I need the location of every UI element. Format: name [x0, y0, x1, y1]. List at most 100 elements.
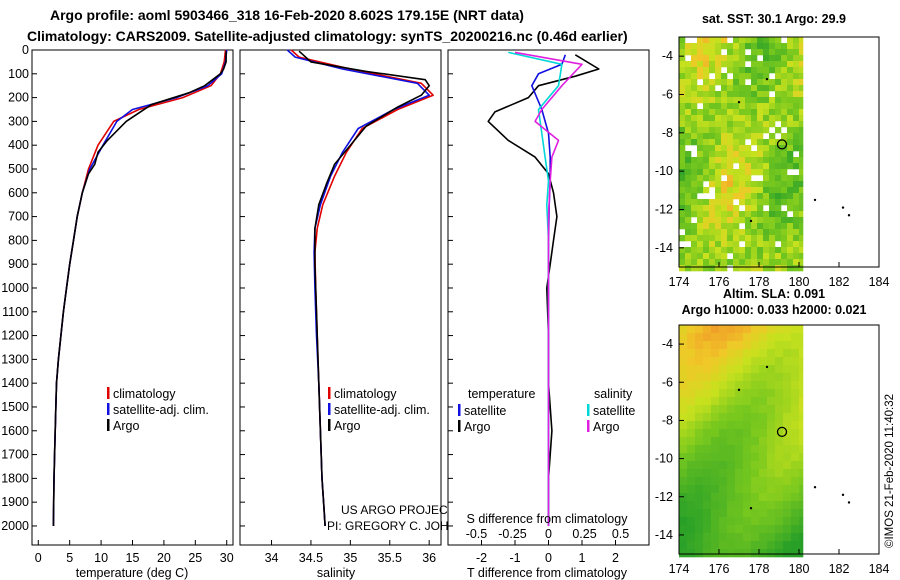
- diff-top-tick-label: -0.25: [498, 527, 527, 541]
- differences-xtick-label: 2: [612, 551, 619, 565]
- sla-map-ytick-label: -14: [655, 528, 673, 542]
- depth-tick-label: 700: [8, 210, 29, 224]
- depth-tick-label: 0: [22, 43, 29, 57]
- sla-map-title-2: Argo h1000: 0.033 h2000: 0.021: [682, 303, 867, 317]
- diff-top-tick-label: 0.25: [572, 527, 596, 541]
- difference-xlabel: T difference from climatology: [467, 566, 628, 580]
- credit-pi: PI: GREGORY C. JOHNSON: [327, 519, 483, 533]
- temperature-panel: 0 5 10 15 20 25 300100200300400500600700800900…: [1, 43, 234, 580]
- temperature-plot-frame: [31, 49, 234, 546]
- sla-map-xtick-label: 184: [869, 562, 890, 576]
- title-line-2: Climatology: CARS2009. Satellite-adjuste…: [27, 28, 628, 44]
- depth-tick-label: 500: [8, 162, 29, 176]
- differences-xtick-label: -2: [476, 551, 487, 565]
- sst-map-xtick-label: 180: [789, 275, 810, 289]
- difference-top-xlabel: S difference from climatology: [467, 512, 629, 526]
- sla-map-xtick-label: 176: [709, 562, 730, 576]
- differences-series-s-argo-clim: [514, 51, 583, 526]
- diff-legend-t-argo-label: Argo: [464, 420, 490, 434]
- depth-tick-label: 1800: [1, 471, 29, 485]
- sla-island-marker: [847, 501, 851, 504]
- salinity-xtick-label: 35.5: [378, 551, 402, 565]
- temperature-legend-2-label: Argo: [113, 419, 139, 433]
- sst-map-ytick-label: -14: [655, 241, 673, 255]
- sla-map-xtick-label: 174: [669, 562, 690, 576]
- salinity-series-argo: [298, 50, 431, 527]
- sla-map-panel: Altim. SLA: 0.091 Argo h1000: 0.033 h200…: [655, 287, 890, 576]
- differences-xtick-label: -1: [509, 551, 520, 565]
- sst-map-xtick-label: 176: [709, 275, 730, 289]
- sla-map-ytick-label: -6: [662, 375, 673, 389]
- temperature-xtick-label: 15: [126, 551, 140, 565]
- differences-xtick-label: 1: [579, 551, 586, 565]
- temperature-xtick-label: 20: [157, 551, 171, 565]
- credit-project: US ARGO PROJECT: [341, 503, 456, 517]
- title-line-1: Argo profile: aoml 5903466_318 16-Feb-20…: [50, 7, 524, 23]
- salinity-plot-frame: [239, 49, 442, 546]
- temperature-series-argo: [52, 51, 227, 527]
- depth-tick-label: 800: [8, 233, 29, 247]
- differences-xtick-label: 0: [545, 551, 552, 565]
- salinity-legend-1-swatch: [328, 403, 331, 415]
- depth-tick-label: 1400: [1, 376, 29, 390]
- salinity-legend-1-label: satellite-adj. clim.: [334, 403, 430, 417]
- diff-top-tick-label: 0: [545, 527, 552, 541]
- sla-map-xtick-label: 180: [789, 562, 810, 576]
- temperature-xtick-label: 30: [220, 551, 234, 565]
- diff-legend-s-argo-swatch: [587, 420, 590, 432]
- sla-island-marker: [765, 365, 769, 369]
- temperature-legend-0-swatch: [107, 387, 110, 399]
- temperature-xtick-label: 0: [35, 551, 42, 565]
- temperature-xtick-label: 10: [94, 551, 108, 565]
- sst-float-position-marker: [776, 139, 788, 150]
- depth-tick-label: 1300: [1, 352, 29, 366]
- depth-tick-label: 1600: [1, 424, 29, 438]
- depth-tick-label: 1900: [1, 495, 29, 509]
- temperature-legend-1-label: satellite-adj. clim.: [113, 403, 209, 417]
- depth-tick-label: 200: [8, 91, 29, 105]
- sst-map-xtick-label: 184: [869, 275, 890, 289]
- temperature-xlabel: temperature (deg C): [76, 566, 189, 580]
- depth-tick-label: 600: [8, 186, 29, 200]
- sst-map-ytick-label: -10: [655, 164, 673, 178]
- sst-map-panel: sat. SST: 30.1 Argo: 29.9 174 176 178 180 18…: [655, 12, 890, 289]
- sst-island-marker: [737, 100, 741, 104]
- sla-island-marker: [813, 486, 817, 489]
- sst-map-ytick-label: -4: [662, 49, 673, 63]
- temperature-legend-0-label: climatology: [113, 387, 176, 401]
- sla-map-title-1: Altim. SLA: 0.091: [723, 287, 825, 301]
- sst-island-marker: [765, 77, 769, 81]
- salinity-xtick-label: 36: [422, 551, 436, 565]
- sla-map-xtick-label: 182: [829, 562, 850, 576]
- depth-tick-label: 900: [8, 257, 29, 271]
- diff-legend-t-satellite-label: satellite: [464, 404, 506, 418]
- salinity-xtick-label: 35: [343, 551, 357, 565]
- sst-map-field: [679, 37, 804, 272]
- diff-legend-header-salinity: salinity: [594, 387, 633, 401]
- diff-legend-t-argo-swatch: [458, 420, 461, 432]
- depth-tick-label: 400: [8, 138, 29, 152]
- depth-tick-label: 1100: [2, 305, 29, 319]
- sla-island-marker: [841, 493, 845, 497]
- depth-tick-label: 1700: [1, 448, 29, 462]
- sst-map-ytick-label: -6: [662, 88, 673, 102]
- sla-island-marker: [749, 507, 753, 510]
- diff-top-tick-label: 0.5: [612, 527, 629, 541]
- difference-panel: -2 -1 0 1 2 temperature salinity satellite Argo s…: [447, 49, 650, 580]
- temperature-legend-1-swatch: [107, 403, 110, 415]
- depth-tick-label: 300: [8, 114, 29, 128]
- sla-map-ytick-label: -8: [662, 413, 673, 427]
- diff-legend-s-satellite-label: satellite: [593, 404, 635, 418]
- sla-map-ytick-label: -12: [655, 490, 673, 504]
- sst-map-title: sat. SST: 30.1 Argo: 29.9: [702, 12, 846, 26]
- sst-island-marker: [749, 219, 753, 223]
- sla-map-ytick-label: -10: [655, 452, 673, 466]
- diff-legend-header-temperature: temperature: [468, 387, 535, 401]
- salinity-legend-0-label: climatology: [334, 387, 397, 401]
- sst-island-marker: [841, 206, 845, 209]
- sst-island-marker: [813, 198, 817, 202]
- salinity-panel: 34 34.5 35 35.5 36 climatology satellite-adj. …: [239, 49, 483, 580]
- temperature-xtick-label: 25: [188, 551, 202, 565]
- diff-legend-s-satellite-swatch: [587, 404, 590, 416]
